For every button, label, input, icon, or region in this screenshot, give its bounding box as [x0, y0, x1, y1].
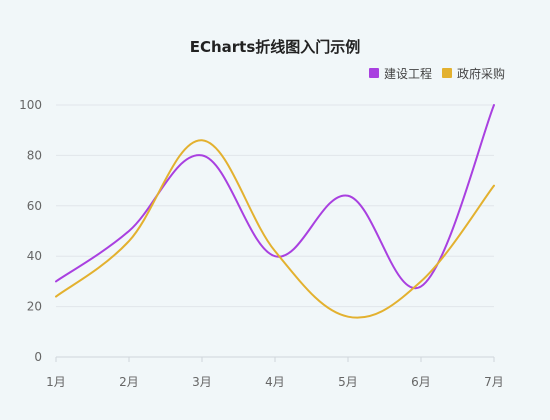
legend: 建设工程 政府采购 [369, 66, 505, 81]
x-tick-label: 3月 [192, 375, 212, 389]
y-axis: 0 20 40 60 80 100 [19, 98, 42, 364]
y-tick-label: 60 [27, 199, 42, 213]
x-tick-label: 5月 [338, 375, 358, 389]
series-line-2[interactable] [55, 139, 495, 319]
series-line-1[interactable] [55, 104, 495, 290]
legend-swatch-series-2[interactable] [442, 68, 452, 78]
y-tick-label: 0 [34, 350, 42, 364]
x-tick-label: 6月 [411, 375, 431, 389]
y-tick-label: 40 [27, 249, 42, 263]
legend-label-series-2[interactable]: 政府采购 [457, 66, 505, 81]
series-layer [55, 104, 495, 319]
x-axis: 1月 2月 3月 4月 5月 6月 7月 [46, 357, 504, 389]
x-tick-label: 7月 [484, 375, 504, 389]
grid-lines [56, 104, 494, 358]
x-tick-label: 4月 [265, 375, 285, 389]
chart-title: ECharts折线图入门示例 [190, 38, 361, 56]
y-tick-label: 80 [27, 148, 42, 162]
x-tick-label: 1月 [46, 375, 66, 389]
x-tick-label: 2月 [119, 375, 139, 389]
legend-swatch-series-1[interactable] [369, 68, 379, 78]
legend-label-series-1[interactable]: 建设工程 [384, 66, 432, 81]
y-tick-label: 20 [27, 300, 42, 314]
y-tick-label: 100 [19, 98, 42, 112]
